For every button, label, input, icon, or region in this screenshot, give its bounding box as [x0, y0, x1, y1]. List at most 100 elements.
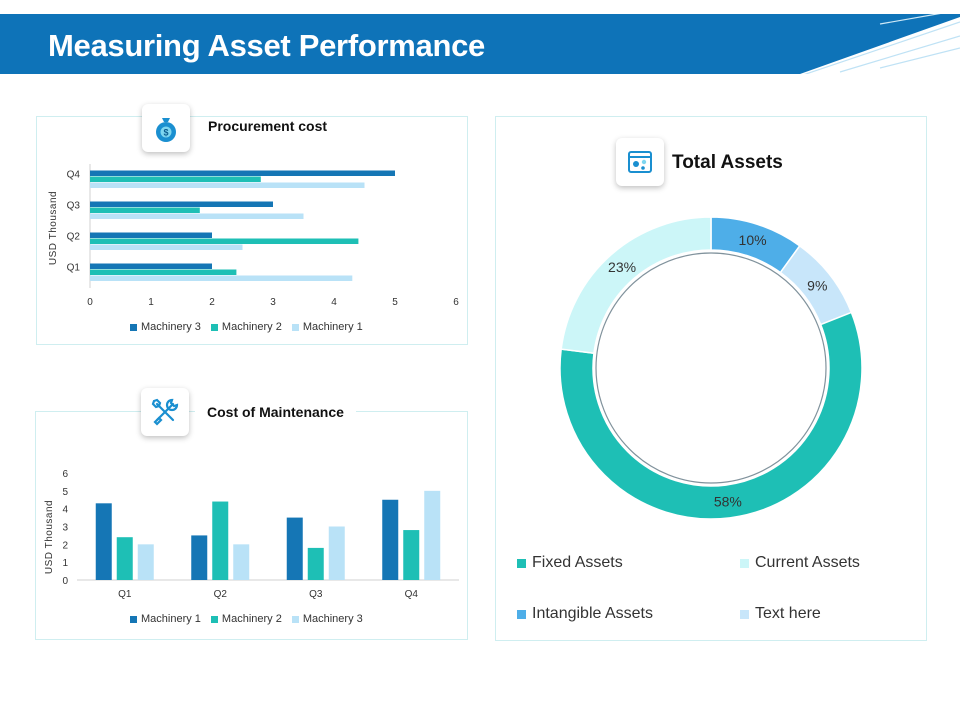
x-tick-label: 5 [392, 297, 398, 308]
bar [191, 535, 208, 580]
legend-label: Text here [755, 605, 821, 622]
legend-swatch [210, 615, 218, 623]
legend-label: Current Assets [755, 554, 860, 571]
x-tick-label: Q1 [118, 589, 132, 600]
y-tick-label: 0 [62, 576, 68, 587]
procurement-legend: Machinery 3 Machinery 2 Machinery 1 [130, 321, 363, 333]
total-assets-title: Total Assets [672, 152, 783, 174]
maintenance-cost-title: Cost of Maintenance [195, 404, 356, 420]
bar [90, 207, 200, 213]
x-tick-label: 1 [148, 297, 154, 308]
procurement-cost-panel [36, 116, 468, 345]
bar [90, 244, 243, 250]
tools-icon [141, 388, 189, 436]
assets-dashboard-icon [616, 138, 664, 186]
y-axis-label: USD Thousand [44, 500, 55, 574]
bar [95, 503, 112, 580]
legend-label: Intangible Assets [532, 605, 653, 622]
slice-label: 10% [739, 232, 767, 248]
legend-label: Fixed Assets [532, 554, 623, 571]
legend-item: Text here [740, 605, 821, 623]
legend-label: Machinery 3 [302, 613, 363, 625]
y-tick-label: Q2 [67, 232, 81, 243]
y-axis-label: USD Thousand [48, 191, 59, 265]
procurement-cost-title: Procurement cost [196, 118, 340, 134]
x-tick-label: Q2 [214, 589, 228, 600]
bar [90, 275, 353, 281]
legend-swatch [291, 615, 299, 623]
bar [137, 544, 154, 580]
maintenance-cost-chart: 0 1 2 3 4 5 6 Q1 Q2 Q3 Q4 USD Thousand [44, 469, 459, 600]
x-tick-label: Q4 [405, 589, 419, 600]
y-tick-label: 6 [62, 469, 68, 480]
legend-item: Current Assets [740, 554, 860, 572]
legend-item: Machinery 2 [210, 321, 282, 333]
y-tick-label: 4 [62, 505, 68, 516]
header-background [0, 14, 960, 74]
x-tick-label: 6 [453, 297, 459, 308]
bar [116, 537, 133, 580]
y-tick-label: Q4 [67, 170, 81, 181]
y-tick-label: 1 [62, 558, 68, 569]
x-tick-label: 2 [209, 297, 215, 308]
x-tick-label: 3 [270, 297, 276, 308]
y-tick-label: 5 [62, 487, 68, 498]
legend-swatch [130, 615, 137, 623]
legend-swatch [291, 323, 299, 331]
svg-text:$: $ [163, 128, 168, 138]
bar [307, 547, 324, 580]
procurement-cost-chart: 0 1 2 3 4 5 6 Q1 Q2 Q3 Q4 USD Thousand [48, 164, 459, 308]
page-title: Measuring Asset Performance [48, 28, 485, 63]
header-banner: Measuring Asset Performance [0, 14, 960, 74]
legend-label: Machinery 2 [221, 321, 282, 333]
bar [90, 170, 395, 176]
y-tick-label: 2 [62, 540, 68, 551]
donut-slice [559, 311, 863, 520]
bar [90, 182, 365, 188]
bar [90, 232, 212, 238]
donut-slice [560, 216, 712, 355]
slice-label: 9% [807, 278, 827, 294]
y-tick-label: Q3 [67, 201, 81, 212]
bar [90, 176, 261, 182]
y-tick-label: 3 [62, 523, 68, 534]
legend-label: Machinery 2 [221, 613, 282, 625]
bar [90, 263, 212, 269]
x-tick-label: 4 [331, 297, 337, 308]
bar [90, 213, 304, 219]
donut-inner-ring [595, 252, 827, 484]
total-assets-donut: 10% 9% 58% 23% [559, 216, 863, 520]
legend-item: Machinery 3 [291, 613, 363, 625]
maintenance-legend: Machinery 1 Machinery 2 Machinery 3 [130, 613, 363, 625]
bar [90, 269, 237, 275]
slice-label: 58% [714, 493, 742, 509]
money-bag-icon: $ [142, 104, 190, 152]
legend-item: Machinery 3 [130, 321, 201, 333]
x-tick-label: Q3 [309, 589, 323, 600]
bar [90, 201, 273, 207]
bar [286, 517, 303, 580]
legend-item: Machinery 1 [130, 613, 201, 625]
legend-item: Intangible Assets [517, 605, 653, 623]
bar [212, 501, 229, 580]
x-tick-label: 0 [87, 297, 93, 308]
legend-label: Machinery 1 [302, 321, 363, 333]
bar [403, 530, 420, 580]
legend-swatch [740, 609, 749, 619]
legend-item: Fixed Assets [517, 554, 623, 572]
legend-label: Machinery 3 [141, 321, 201, 333]
legend-swatch [517, 558, 526, 568]
legend-swatch [517, 609, 526, 619]
legend-swatch [130, 323, 137, 331]
bar [424, 490, 441, 580]
bar [382, 499, 399, 580]
legend-item: Machinery 2 [210, 613, 282, 625]
slice-label: 23% [608, 259, 636, 275]
y-tick-label: Q1 [67, 263, 81, 274]
legend-item: Machinery 1 [291, 321, 363, 333]
legend-swatch [740, 558, 749, 568]
legend-label: Machinery 1 [141, 613, 201, 625]
legend-swatch [210, 323, 218, 331]
bar [90, 238, 359, 244]
bar [328, 526, 345, 580]
